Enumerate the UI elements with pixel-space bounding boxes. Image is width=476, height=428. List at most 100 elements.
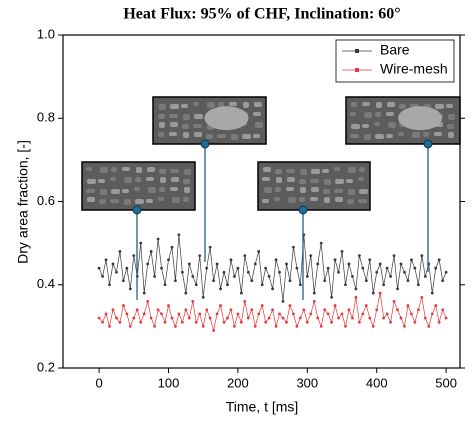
insets [81,96,461,300]
data-point [115,270,118,274]
data-point [305,275,309,278]
x-tick-label: 100 [158,375,180,390]
data-point [319,324,323,328]
data-point [187,316,191,320]
data-point [180,320,184,324]
data-point [177,312,181,316]
data-point [233,324,236,328]
y-axis-label: Dry area fraction, [-] [15,140,31,264]
data-point [146,262,150,266]
inset-pattern [359,167,365,172]
data-point [323,279,327,282]
inset-pattern [334,167,340,171]
data-point [142,312,146,316]
inset-pattern [264,187,272,193]
inset-pattern [207,102,215,108]
data-point [229,258,233,262]
x-tick-label: 0 [95,375,102,390]
inset-pattern [169,132,177,136]
data-point [434,304,438,307]
inset-pattern [253,112,261,116]
data-point [246,270,250,274]
data-point [139,241,143,245]
inset-pattern [182,124,189,129]
data-point [396,308,399,312]
callout-dot [423,139,433,149]
data-point [285,320,288,324]
inset-pattern [300,169,307,175]
inset-pattern [148,187,156,193]
inset-pattern [135,177,141,182]
data-point [416,283,420,287]
inset-pattern [98,179,105,183]
inset-pattern [218,102,224,107]
data-point [430,312,434,316]
y-tick-label: 1.0 [37,26,55,41]
inset-pattern [446,104,453,108]
inset-pattern [242,134,251,139]
data-point [111,262,115,266]
inset-pattern [159,122,165,128]
data-point [191,275,195,278]
inset-pattern [193,124,202,128]
data-point [264,320,268,324]
inset-pattern [351,102,357,107]
inset-pattern [183,114,190,120]
data-point [239,320,243,324]
data-point [108,324,111,328]
data-point [253,262,257,266]
data-point [170,245,174,249]
callout-dot [200,139,210,149]
inset-pattern [387,102,395,107]
inset-pattern [170,169,179,173]
legend-label: Bare [380,42,410,58]
inset-pattern [159,187,165,192]
y-tick-label: 0.8 [37,110,55,125]
x-tick-label: 400 [366,375,388,390]
data-point [326,312,330,316]
data-point [337,270,340,274]
data-point [361,312,365,316]
data-point [371,291,375,295]
inset-pattern [146,199,153,203]
data-point [104,312,108,316]
data-point [354,287,358,291]
inset-pattern [348,189,355,195]
data-point [444,316,448,320]
inset-pattern [194,132,202,137]
data-point [184,308,188,312]
data-point [389,320,392,324]
data-point [149,250,153,253]
data-point [108,283,111,287]
data-point [399,316,403,320]
data-point [243,254,247,258]
inset-pattern [262,177,270,181]
x-tick-label: 300 [296,375,318,390]
inset-pattern [310,197,318,201]
data-point [205,266,209,270]
data-point [180,270,184,274]
data-point [156,237,160,241]
inset-pattern [124,177,132,183]
inset-pattern [86,189,95,193]
data-point [246,316,250,320]
data-point [198,312,202,316]
inset-pattern [335,197,343,202]
data-point [357,320,361,324]
data-point [156,308,160,312]
inset-pattern [122,189,129,193]
inset-pattern [171,177,179,182]
inset-pattern [362,124,369,128]
inset-pattern [87,179,96,184]
data-point [288,304,292,307]
data-point [309,254,313,258]
inset-pattern [398,132,404,136]
chart-title: Heat Flux: 95% of CHF, Inclination: 60° [123,6,400,23]
data-point [434,266,438,270]
data-point [385,266,389,270]
data-point [125,266,129,270]
inset-pattern [310,179,319,183]
inset-pattern [434,132,442,136]
data-point [236,312,240,316]
inset-pattern [183,179,190,184]
